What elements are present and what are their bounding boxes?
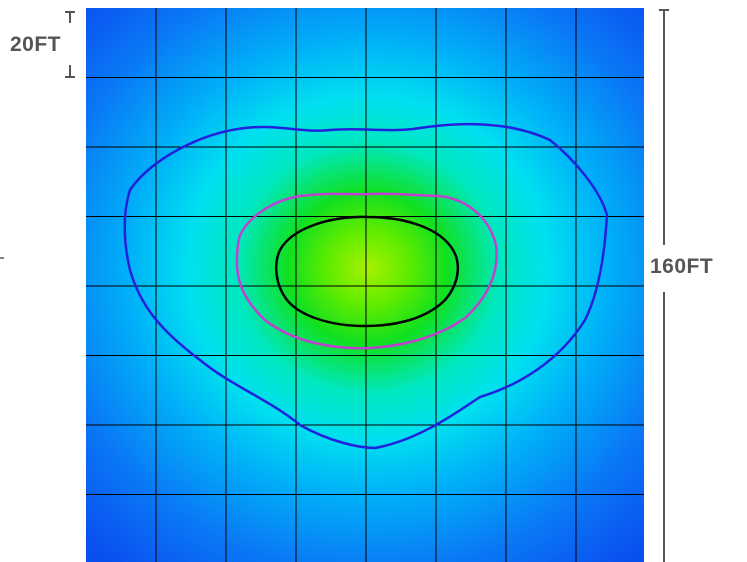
total-dimension-marker xyxy=(659,9,669,562)
contour-inner xyxy=(274,215,460,328)
cell-dimension-marker xyxy=(65,11,75,78)
grid-lines xyxy=(86,8,644,562)
total-extent-label: 160FT xyxy=(650,255,714,278)
illuminance-field xyxy=(86,8,644,562)
contour-outer xyxy=(123,122,609,450)
cell-size-label: 20FT xyxy=(10,33,62,56)
contour-middle xyxy=(235,192,498,350)
